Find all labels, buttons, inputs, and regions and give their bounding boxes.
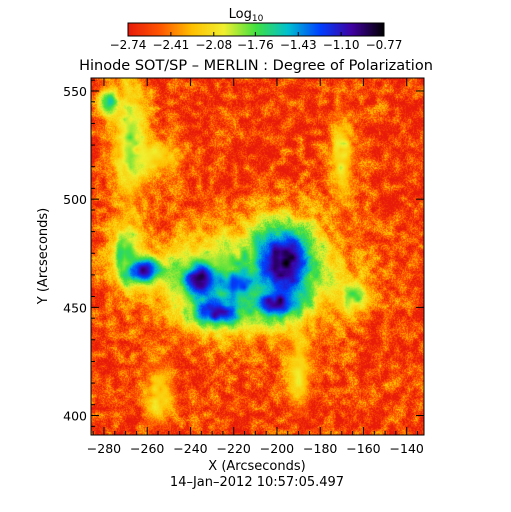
y-axis-ticks: 400 450 500 550 xyxy=(63,79,424,427)
y-tick-label: 400 xyxy=(63,409,87,424)
y-tick-label: 450 xyxy=(63,300,87,315)
x-tick-label: −220 xyxy=(217,441,251,456)
chart-title: Hinode SOT/SP – MERLIN : Degree of Polar… xyxy=(79,58,433,74)
colorbar-tick-label: −1.76 xyxy=(237,38,274,52)
colorbar-ticks xyxy=(127,32,385,36)
plot-frame xyxy=(90,77,425,436)
x-tick-label: −280 xyxy=(87,441,121,456)
y-axis-label: Y (Arcseconds) xyxy=(36,208,51,305)
y-tick-label: 550 xyxy=(63,84,87,99)
colorbar-strip xyxy=(127,22,385,37)
x-tick-label: −200 xyxy=(260,441,294,456)
colorbar-tick-label: −1.10 xyxy=(323,38,360,52)
colorbar-tick-label: −1.43 xyxy=(280,38,317,52)
x-tick-label: −240 xyxy=(173,441,207,456)
plot-area: −280 −260 −240 −220 −200 −180 −160 −140 400 450 5… xyxy=(63,77,425,456)
x-axis-ticks: −280 −260 −240 −220 −200 −180 −160 −140 xyxy=(87,78,424,456)
timestamp: 14–Jan–2012 10:57:05.497 xyxy=(170,475,344,490)
colorbar: Log10 −2.74 −2.41 −2.08 −1.76 −1.43 −1.10 −0.7… xyxy=(110,7,403,52)
x-axis-label: X (Arcseconds) xyxy=(208,459,305,474)
colorbar-label-subscript: 10 xyxy=(252,14,264,24)
colorbar-label: Log10 xyxy=(229,7,264,24)
y-tick-label: 500 xyxy=(63,192,87,207)
heatmap-image xyxy=(91,78,424,435)
x-tick-label: −260 xyxy=(130,441,164,456)
colorbar-tick-label: −2.74 xyxy=(110,38,147,52)
x-tick-label: −180 xyxy=(303,441,337,456)
colorbar-tick-label: −2.41 xyxy=(152,38,189,52)
x-tick-label: −160 xyxy=(346,441,380,456)
colorbar-tick-label: −2.08 xyxy=(195,38,232,52)
x-tick-label: −140 xyxy=(390,441,424,456)
colorbar-tick-labels: −2.74 −2.41 −2.08 −1.76 −1.43 −1.10 −0.77 xyxy=(110,38,403,52)
colorbar-tick-label: −0.77 xyxy=(366,38,403,52)
